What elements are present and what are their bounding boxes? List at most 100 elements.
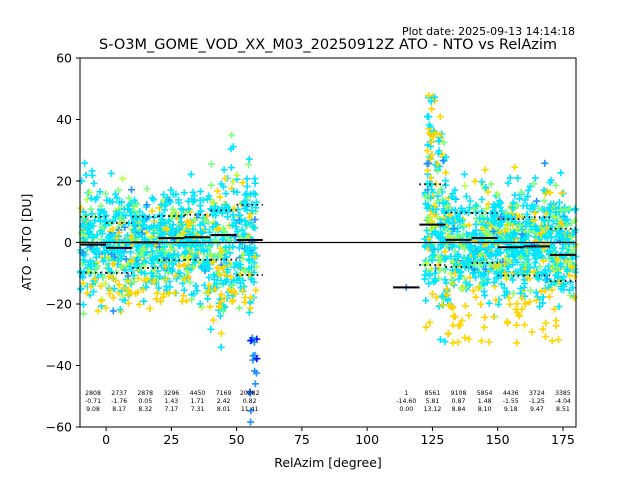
bin-std: 7.31 [191, 406, 205, 413]
scatter-point [105, 255, 113, 263]
scatter-point [443, 291, 451, 299]
scatter-point [161, 230, 169, 238]
scatter-point [122, 211, 130, 219]
bin-std: 11.41 [241, 406, 259, 413]
scatter-point [454, 224, 462, 232]
scatter-point [524, 187, 532, 194]
scatter-point [448, 243, 456, 251]
scatter-point [221, 228, 229, 236]
scatter-point [451, 313, 459, 321]
scatter-point [494, 300, 502, 308]
scatter-point [447, 252, 455, 260]
scatter-point-outlier [435, 137, 443, 145]
scatter-point [557, 262, 565, 270]
scatter-point [216, 312, 224, 320]
scatter-point [465, 264, 472, 272]
scatter-point [512, 321, 520, 329]
scatter-point [198, 264, 206, 272]
scatter-point [495, 218, 503, 226]
scatter-point [501, 228, 509, 235]
scatter-point [112, 268, 120, 276]
scatter-point [196, 300, 204, 308]
scatter-point [169, 221, 177, 229]
scatter-point-outlier [249, 356, 257, 364]
scatter-point [440, 139, 448, 147]
scatter-point [490, 228, 498, 235]
scatter-point [434, 167, 442, 175]
scatter-point [531, 174, 539, 182]
scatter-point [118, 198, 126, 206]
scatter-point [185, 205, 193, 213]
scatter-point [490, 313, 498, 321]
scatter-point [558, 189, 566, 197]
scatter-point [496, 264, 504, 272]
scatter-point [466, 197, 474, 205]
scatter-point [175, 262, 183, 270]
scatter-point [86, 257, 94, 265]
scatter-point [476, 230, 484, 238]
scatter-point [161, 202, 169, 210]
scatter-point [106, 286, 114, 294]
scatter-point [552, 182, 560, 189]
scatter-point [544, 234, 551, 242]
scatter-point-outlier [251, 367, 259, 375]
scatter-point [244, 246, 252, 254]
scatter-point [465, 311, 473, 319]
scatter-point [102, 304, 110, 312]
scatter-point [169, 190, 177, 198]
scatter-point [195, 210, 203, 218]
scatter-point [426, 319, 434, 327]
x-tick-label: 150 [486, 432, 510, 447]
scatter-point [133, 215, 141, 222]
scatter-point-outlier [246, 389, 254, 397]
scatter-point [536, 262, 544, 270]
scatter-point [549, 217, 557, 225]
scatter-point [156, 233, 164, 241]
y-tick-label: −40 [46, 358, 72, 373]
scatter-point [451, 186, 459, 194]
scatter-point [147, 223, 155, 231]
scatter-point [209, 258, 217, 266]
scatter-point [239, 179, 247, 187]
scatter-point [509, 276, 517, 284]
bin-std: 8.01 [217, 406, 231, 413]
scatter-point [486, 261, 494, 269]
scatter-point [160, 290, 168, 298]
bin-std: 8.51 [556, 406, 570, 413]
scatter-point [541, 276, 549, 284]
scatter-point [230, 188, 238, 195]
scatter-point [252, 286, 260, 294]
scatter-point [222, 201, 230, 209]
scatter-point [107, 169, 115, 177]
scatter-point [150, 255, 158, 263]
scatter-point [539, 325, 547, 333]
bin-count: 3724 [529, 390, 545, 397]
scatter-point [508, 251, 516, 258]
scatter-point [545, 204, 553, 212]
scatter-point [143, 201, 151, 209]
scatter-point [552, 209, 560, 216]
scatter-point [190, 263, 198, 271]
scatter-point [460, 284, 467, 292]
scatter-point [204, 295, 212, 303]
scatter-point [566, 271, 573, 279]
scatter-point-outlier [428, 151, 436, 158]
x-tick-label: 100 [355, 432, 379, 447]
scatter-point [117, 214, 125, 221]
scatter-point [439, 157, 447, 165]
scatter-point [141, 257, 149, 265]
scatter-point [180, 189, 188, 197]
scatter-point [448, 276, 456, 284]
scatter-point-outlier [247, 407, 255, 415]
scatter-point [95, 248, 103, 256]
scatter-point [480, 237, 487, 245]
scatter-point [93, 231, 101, 239]
x-tick-label: 75 [294, 432, 310, 447]
scatter-point [536, 303, 544, 311]
scatter-point [459, 259, 467, 267]
scatter-point [563, 266, 571, 273]
bin-mean: 0.87 [452, 398, 466, 405]
scatter-point [180, 240, 188, 248]
scatter-point [228, 131, 235, 139]
scatter-point [532, 288, 540, 296]
